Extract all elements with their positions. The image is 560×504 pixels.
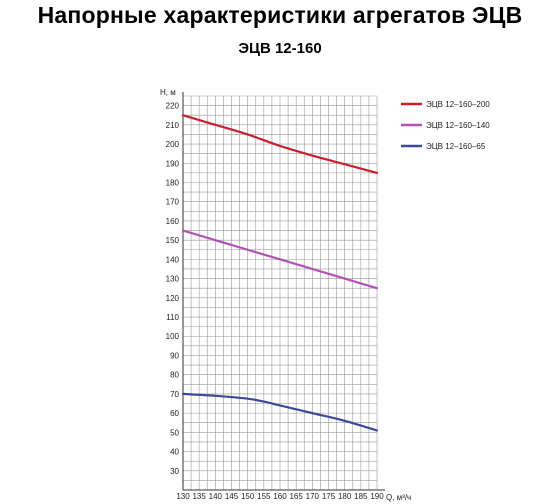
y-tick-label: 170 — [166, 198, 180, 207]
chart-series — [181, 114, 379, 432]
x-tick-label: 145 — [225, 492, 239, 501]
x-tick-label: 165 — [289, 492, 303, 501]
y-tick-label: 80 — [170, 371, 179, 380]
y-tick-label: 90 — [170, 351, 179, 360]
x-tick-label: 185 — [354, 492, 368, 501]
x-tick-label: 135 — [192, 492, 206, 501]
x-tick-label: 170 — [306, 492, 320, 501]
y-tick-label: 200 — [166, 140, 180, 149]
y-tick-label: 180 — [166, 178, 180, 187]
x-axis-label: Q, м³/ч — [386, 493, 411, 502]
x-tick-label: 175 — [322, 492, 336, 501]
y-tick-label: 190 — [166, 159, 180, 168]
y-tick-label: 160 — [166, 217, 180, 226]
y-tick-label: 110 — [166, 313, 179, 322]
y-tick-label: 50 — [170, 428, 179, 437]
page-title: Напорные характеристики агрегатов ЭЦВ — [37, 2, 523, 28]
y-tick-label: 120 — [166, 294, 180, 303]
y-tick-label: 60 — [170, 409, 179, 418]
chart-legend: ЭЦВ 12–160–200 ЭЦВ 12–160–140 ЭЦВ 12–160–6… — [401, 100, 490, 151]
y-axis-label: H, м — [160, 88, 176, 97]
x-tick-label: 130 — [176, 492, 190, 501]
legend-label: ЭЦВ 12–160–140 — [426, 121, 490, 130]
y-tick-label: 130 — [166, 275, 180, 284]
y-tick-label: 210 — [166, 121, 180, 130]
legend-label: ЭЦВ 12–160–200 — [426, 100, 490, 109]
y-tick-label: 100 — [166, 332, 180, 341]
series-line-2 — [181, 229, 379, 290]
y-tick-label: 140 — [166, 255, 180, 264]
y-tick-label: 70 — [170, 390, 179, 399]
x-tick-label: 160 — [273, 492, 287, 501]
y-tick-label: 40 — [170, 448, 179, 457]
x-tick-label: 140 — [209, 492, 223, 501]
y-tick-label: 150 — [166, 236, 180, 245]
chart-title: ЭЦВ 12-160 — [238, 40, 322, 57]
y-tick-label: 30 — [170, 467, 179, 476]
x-tick-label: 150 — [241, 492, 255, 501]
chart-ticks: 130 135 140 145 150 155 160 165 170 175 180 185 1903… — [166, 102, 385, 501]
chart-grid — [182, 92, 385, 491]
x-tick-label: 155 — [257, 492, 271, 501]
legend-label: ЭЦВ 12–160–65 — [426, 142, 486, 151]
x-tick-label: 180 — [338, 492, 352, 501]
x-tick-label: 190 — [370, 492, 384, 501]
series-line-3 — [181, 392, 379, 432]
y-tick-label: 220 — [166, 102, 180, 111]
series-line-1 — [181, 114, 379, 174]
